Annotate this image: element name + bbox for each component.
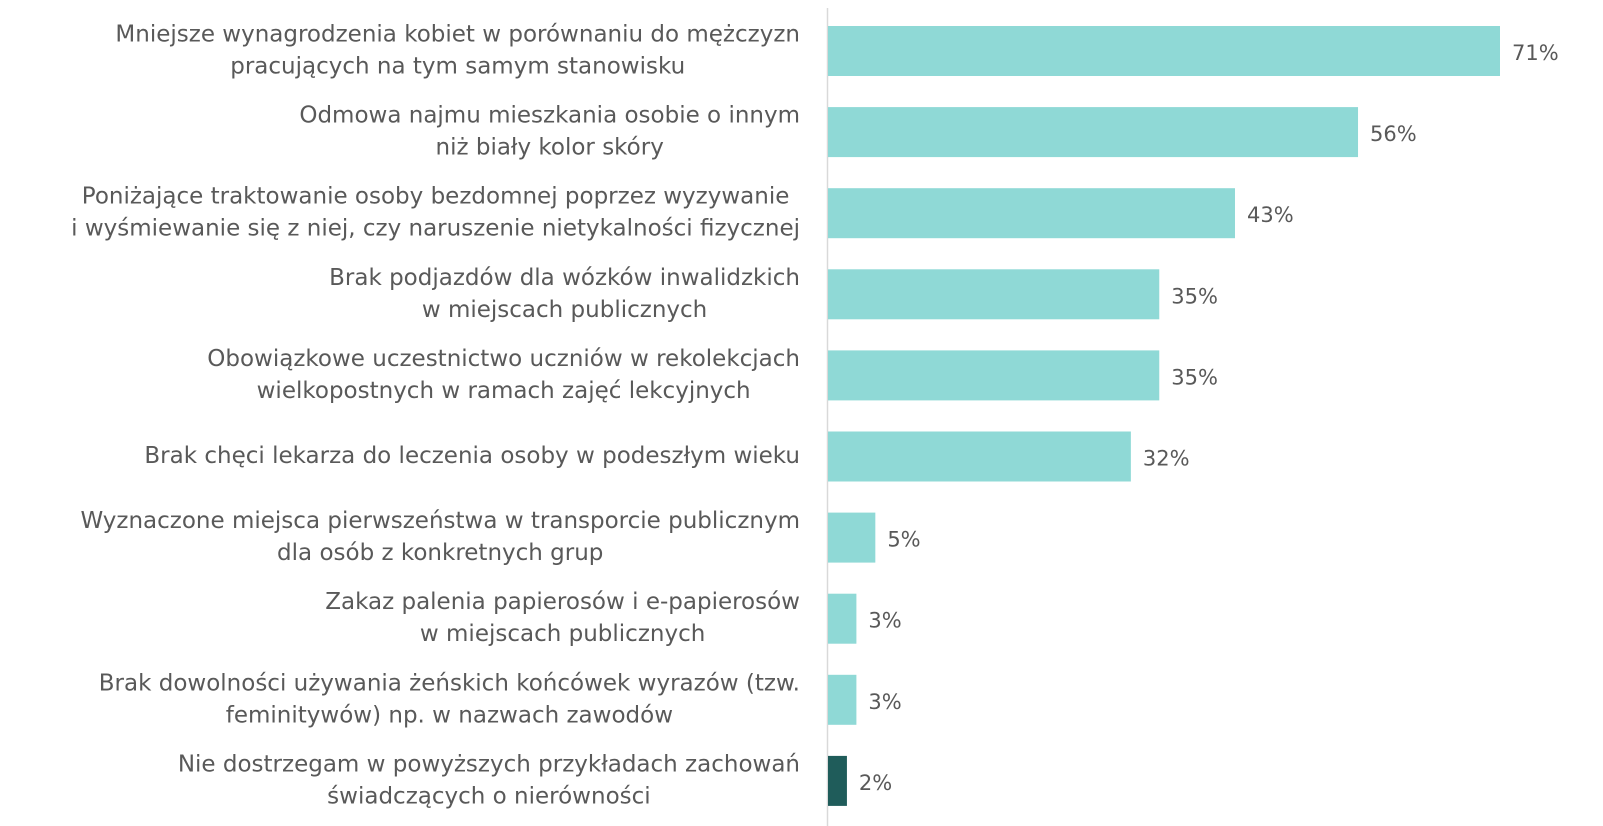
category-label: Odmowa najmu mieszkania osobie o innym — [299, 103, 800, 129]
bar — [828, 431, 1131, 482]
category-label: Poniżające traktowanie osoby bezdomnej p… — [82, 184, 790, 210]
bar — [828, 593, 857, 644]
value-label: 35% — [1171, 365, 1218, 389]
value-label: 71% — [1512, 41, 1559, 65]
category-label: w miejscach publicznych — [422, 297, 707, 323]
bar — [828, 755, 847, 806]
value-label: 3% — [868, 690, 901, 714]
category-label: Brak chęci lekarza do leczenia osoby w p… — [144, 443, 800, 469]
bar — [828, 188, 1235, 239]
category-label: Wyznaczone miejsca pierwszeństwa w trans… — [80, 508, 800, 534]
value-label: 32% — [1143, 447, 1190, 471]
category-label: Nie dostrzegam w powyższych przykładach … — [178, 751, 800, 777]
bar — [828, 26, 1500, 76]
category-label: Brak podjazdów dla wózków inwalidzkich — [329, 265, 800, 291]
bar — [828, 107, 1359, 158]
category-label: Zakaz palenia papierosów i e-papierosów — [325, 589, 800, 615]
category-label: i wyśmiewanie się z niej, czy naruszenie… — [71, 216, 800, 242]
category-label: pracujących na tym samym stanowisku — [230, 54, 685, 80]
value-label: 3% — [868, 609, 901, 633]
bar — [828, 269, 1160, 320]
category-label: w miejscach publicznych — [420, 621, 705, 647]
bar — [828, 350, 1160, 401]
value-label: 2% — [859, 771, 892, 795]
category-label: dla osób z konkretnych grup — [277, 540, 603, 566]
bar — [828, 512, 876, 563]
category-label: świadczących o nierówności — [327, 783, 650, 809]
value-label: 35% — [1171, 284, 1218, 308]
category-label: niż biały kolor skóry — [436, 135, 664, 161]
category-label: Brak dowolności używania żeńskich końców… — [99, 670, 800, 696]
category-label: feminitywów) np. w nazwach zawodów — [226, 702, 673, 728]
value-label: 5% — [887, 528, 920, 552]
value-label: 56% — [1370, 122, 1417, 146]
value-label: 43% — [1247, 203, 1294, 227]
category-label: Mniejsze wynagrodzenia kobiet w porównan… — [115, 22, 800, 48]
bar — [828, 674, 857, 725]
category-label: wielkopostnych w ramach zajęć lekcyjnych — [257, 378, 751, 404]
category-label: Obowiązkowe uczestnictwo uczniów w rekol… — [207, 346, 800, 372]
